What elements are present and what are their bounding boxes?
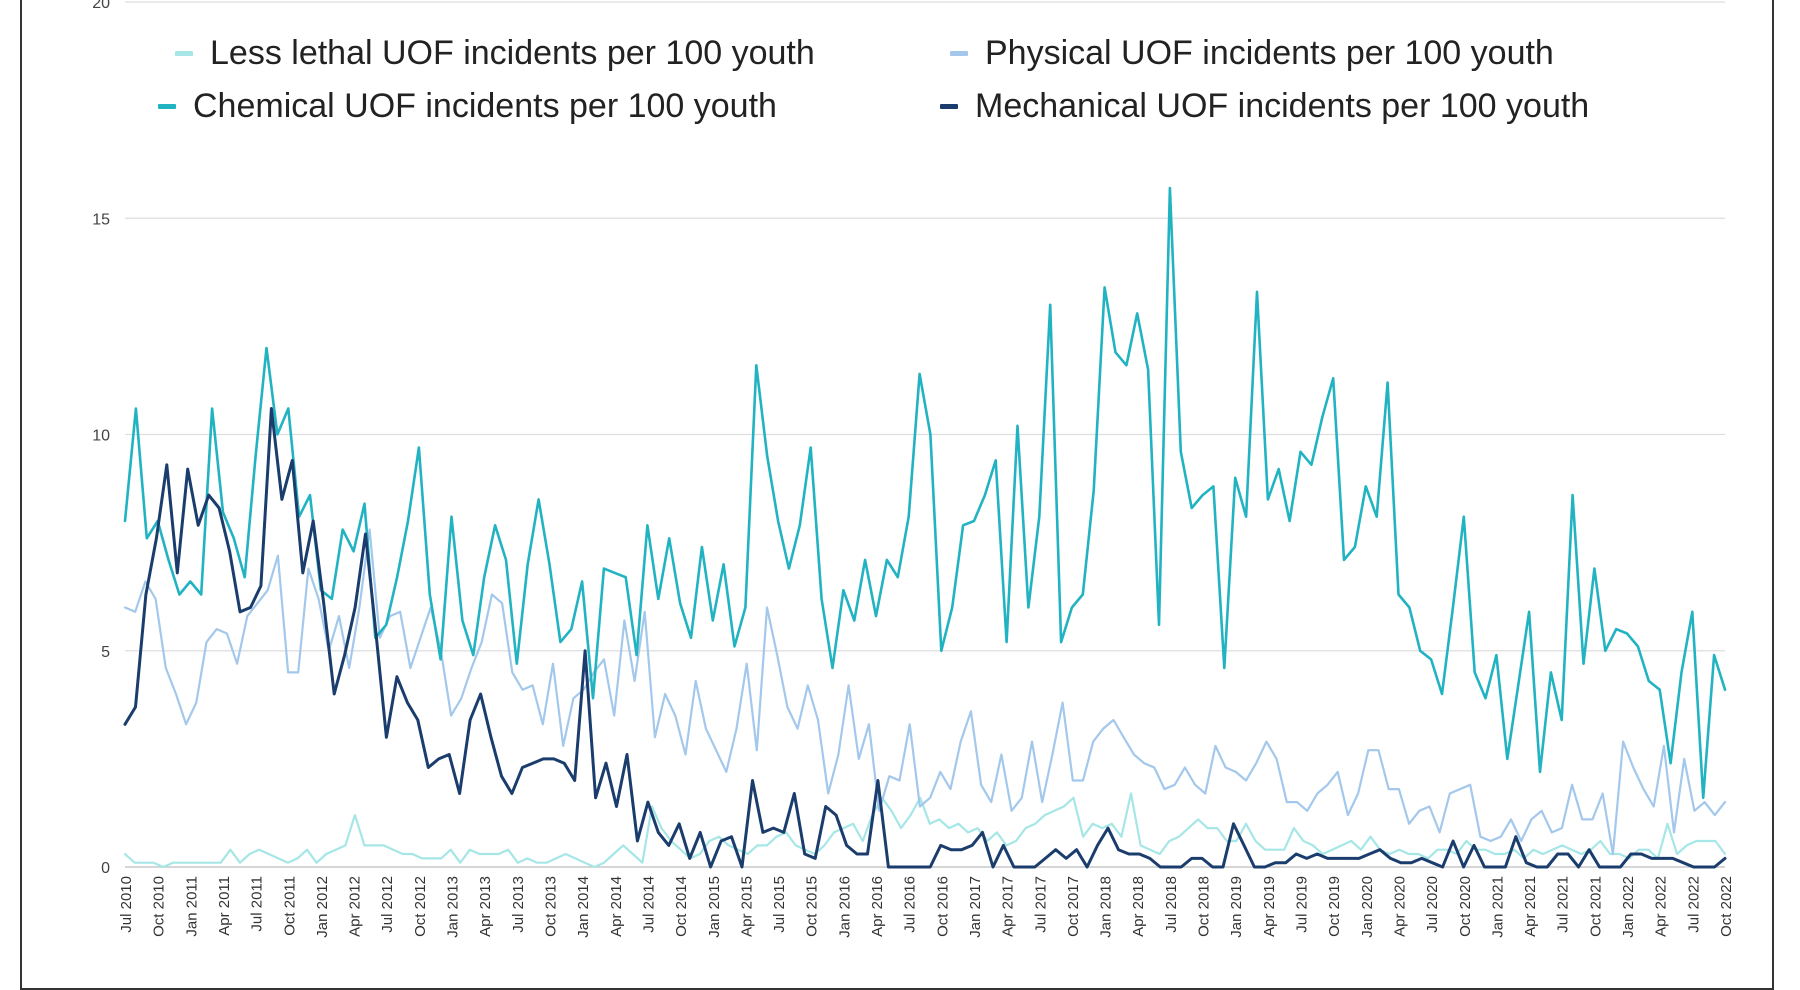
- x-axis: Jul 2010 Oct 2010 Jan 2011 Apr 2011 Jul 2011…: [118, 876, 1735, 938]
- y-tick-label-20: 20: [92, 0, 110, 12]
- x-tick-label-33: Oct 2018: [1196, 876, 1213, 937]
- x-tick-label-6: Jan 2012: [314, 876, 331, 938]
- x-tick-label-2: Jan 2011: [183, 876, 200, 937]
- x-tick-label-13: Oct 2013: [542, 876, 559, 937]
- x-tick-label-29: Oct 2017: [1065, 876, 1082, 937]
- y-tick-label-0: 0: [101, 860, 110, 877]
- gridlines: [125, 1, 1725, 868]
- x-tick-label-20: Jul 2015: [771, 876, 788, 933]
- x-tick-label-23: Apr 2016: [869, 876, 886, 937]
- x-tick-label-41: Oct 2020: [1457, 876, 1474, 937]
- x-tick-label-24: Jul 2016: [902, 876, 919, 933]
- legend-swatch-1: [175, 51, 193, 56]
- x-tick-label-35: Apr 2019: [1261, 876, 1278, 937]
- x-tick-label-48: Jul 2022: [1685, 876, 1702, 933]
- x-tick-label-31: Apr 2018: [1130, 876, 1147, 937]
- y-tick-label-10: 10: [92, 428, 110, 445]
- x-tick-label-37: Oct 2019: [1326, 876, 1343, 937]
- x-tick-label-46: Jan 2022: [1620, 876, 1637, 938]
- series-line-1: [123, 792, 1727, 869]
- legend-label-2: Physical UOF incidents per 100 youth: [985, 34, 1554, 72]
- legend-swatch-4: [940, 104, 958, 109]
- x-tick-label-8: Jul 2012: [379, 876, 396, 933]
- line-chart: 0 5 10 15 20 Jul 2010 Oct 2010 Jan 2011 Apr 201…: [92, 0, 1735, 938]
- x-tick-label-12: Jul 2013: [510, 876, 527, 933]
- x-tick-label-39: Apr 2020: [1391, 876, 1408, 937]
- x-tick-label-14: Jan 2014: [575, 876, 592, 938]
- x-tick-label-4: Jul 2011: [249, 876, 266, 932]
- x-tick-label-16: Jul 2014: [640, 876, 657, 933]
- series-line-2: [123, 528, 1727, 856]
- legend-label-1: Less lethal UOF incidents per 100 youth: [210, 34, 815, 72]
- legend: Less lethal UOF incidents per 100 youth P…: [158, 34, 1589, 125]
- x-tick-label-7: Apr 2012: [347, 876, 364, 937]
- legend-swatch-3: [158, 104, 176, 109]
- series-line-4: [123, 407, 1727, 869]
- series-line-3: [123, 186, 1727, 800]
- legend-label-4: Mechanical UOF incidents per 100 youth: [975, 87, 1589, 125]
- x-tick-label-17: Oct 2014: [673, 876, 690, 937]
- x-tick-label-0: Jul 2010: [118, 876, 135, 933]
- x-tick-label-21: Oct 2015: [804, 876, 821, 937]
- x-tick-label-27: Apr 2017: [1000, 876, 1017, 937]
- x-tick-label-28: Jul 2017: [1032, 876, 1049, 933]
- y-axis: 0 5 10 15 20: [92, 0, 110, 877]
- x-tick-label-18: Jan 2015: [706, 876, 723, 938]
- x-tick-label-49: Oct 2022: [1718, 876, 1735, 937]
- x-tick-label-25: Oct 2016: [934, 876, 951, 937]
- x-tick-label-36: Jul 2019: [1294, 876, 1311, 933]
- x-tick-label-11: Apr 2013: [477, 876, 494, 937]
- x-tick-label-44: Jul 2021: [1555, 876, 1572, 933]
- x-tick-label-3: Apr 2011: [216, 876, 233, 936]
- y-tick-label-15: 15: [92, 211, 110, 228]
- x-tick-label-32: Jul 2018: [1163, 876, 1180, 933]
- x-tick-label-10: Jan 2013: [445, 876, 462, 938]
- x-tick-label-22: Jan 2016: [836, 876, 853, 938]
- series-lines: [123, 186, 1727, 869]
- x-tick-label-30: Jan 2018: [1098, 876, 1115, 938]
- x-tick-label-45: Oct 2021: [1587, 876, 1604, 937]
- x-tick-label-5: Oct 2011: [281, 876, 298, 936]
- x-tick-label-38: Jan 2020: [1359, 876, 1376, 938]
- legend-label-3: Chemical UOF incidents per 100 youth: [193, 87, 777, 125]
- x-tick-label-15: Apr 2014: [608, 876, 625, 937]
- x-tick-label-40: Jul 2020: [1424, 876, 1441, 933]
- x-tick-label-42: Jan 2021: [1489, 876, 1506, 938]
- x-tick-label-34: Jan 2019: [1228, 876, 1245, 938]
- x-tick-label-43: Apr 2021: [1522, 876, 1539, 937]
- legend-swatch-2: [950, 51, 968, 56]
- x-tick-label-9: Oct 2012: [412, 876, 429, 937]
- x-tick-label-26: Jan 2017: [967, 876, 984, 938]
- x-tick-label-19: Apr 2015: [738, 876, 755, 937]
- x-tick-label-47: Apr 2022: [1653, 876, 1670, 937]
- y-tick-label-5: 5: [101, 644, 110, 661]
- x-tick-label-1: Oct 2010: [151, 876, 168, 937]
